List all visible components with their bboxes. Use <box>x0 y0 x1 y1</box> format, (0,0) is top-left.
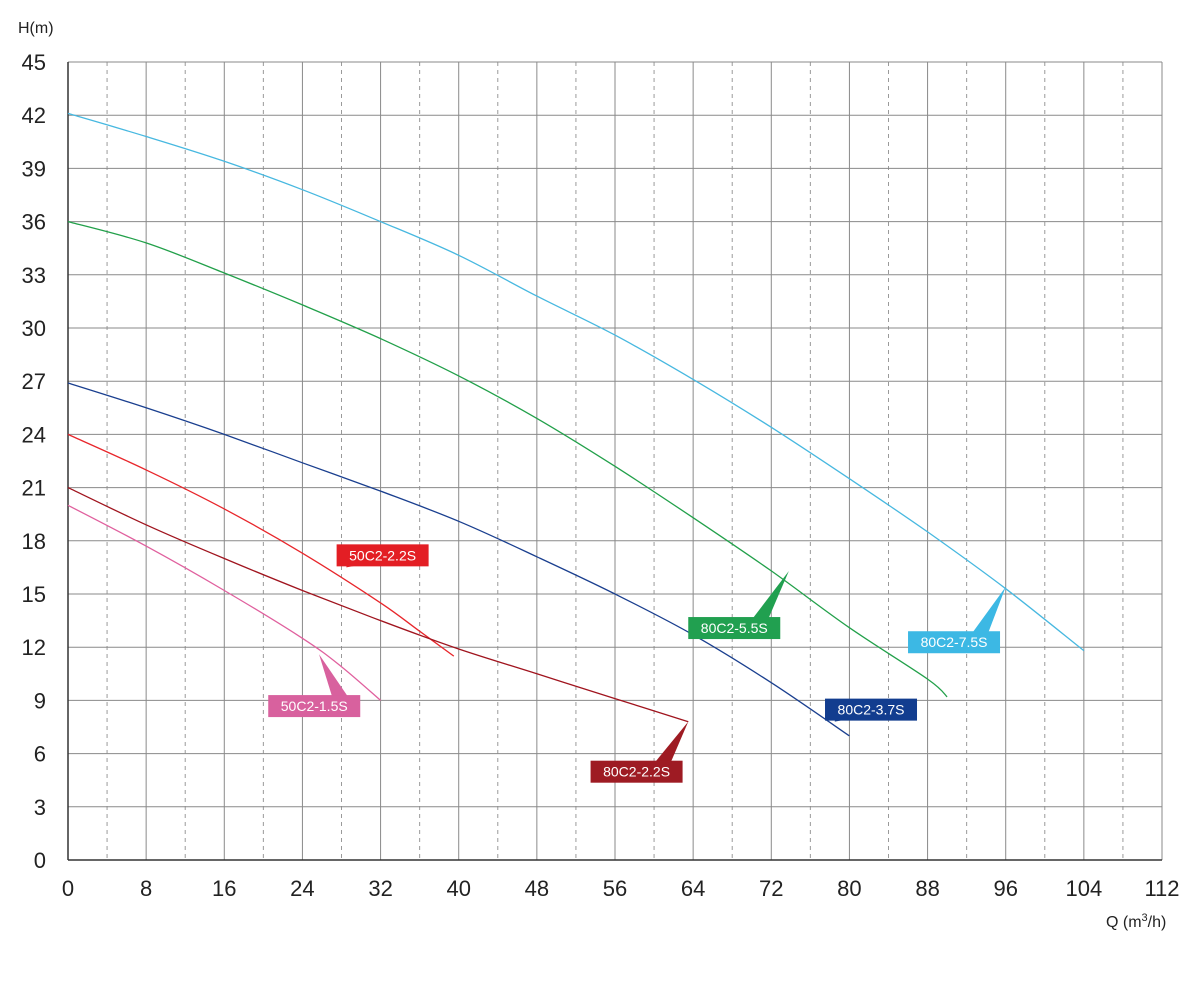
curve-label-box <box>336 544 429 567</box>
x-tick-label: 104 <box>1065 876 1102 901</box>
y-tick-label: 45 <box>22 50 46 75</box>
y-tick-label: 36 <box>22 210 46 235</box>
curve-80c2-3-7s <box>67 382 850 737</box>
x-tick-label: 8 <box>140 876 152 901</box>
curve-label-80c2-5-5s: 80C2-5.5S <box>688 570 789 640</box>
curve-label-pointer <box>752 570 789 620</box>
curve-label-text: 80C2-3.7S <box>838 702 905 718</box>
curve-50c2-2-2s <box>67 433 455 657</box>
curve-label-text: 50C2-2.2S <box>349 547 416 563</box>
y-tick-label: 0 <box>34 848 46 873</box>
curve-80c2-7-5s <box>67 112 1085 652</box>
curve-label-box <box>268 695 361 718</box>
x-tick-label: 0 <box>62 876 74 901</box>
curve-label-50c2-1-5s: 50C2-1.5S <box>268 654 361 718</box>
y-tick-label: 33 <box>22 263 46 288</box>
y-tick-label: 3 <box>34 795 46 820</box>
curve-label-80c2-2-2s: 80C2-2.2S <box>590 721 689 783</box>
y-tick-label: 24 <box>22 422 46 447</box>
x-tick-label: 16 <box>212 876 236 901</box>
x-axis-label-end: /h) <box>1148 914 1167 931</box>
x-tick-labels: 0 8 16 24 32 40 48 56 64 72 80 88 96 104 112 <box>62 876 1180 901</box>
pump-curves <box>67 112 1085 737</box>
grid <box>67 61 1163 861</box>
curve-label-text: 80C2-7.5S <box>921 634 988 650</box>
x-tick-label: 64 <box>681 876 705 901</box>
curve-label-80c2-3-7s: 80C2-3.7S <box>825 698 918 722</box>
x-tick-label: 40 <box>446 876 470 901</box>
curve-label-text: 80C2-5.5S <box>701 620 768 636</box>
x-tick-label: 48 <box>525 876 549 901</box>
curve-label-box <box>688 617 781 640</box>
y-tick-label: 42 <box>22 103 46 128</box>
y-axis-label: H(m) <box>18 20 54 37</box>
curve-label-box <box>908 631 1001 654</box>
curve-label-text: 50C2-1.5S <box>281 698 348 714</box>
curve-label-80c2-7-5s: 80C2-7.5S <box>908 586 1006 654</box>
curve-label-box <box>590 760 683 783</box>
y-tick-label: 18 <box>22 529 46 554</box>
y-tick-label: 30 <box>22 316 46 341</box>
y-tick-label: 39 <box>22 156 46 181</box>
x-tick-label: 56 <box>603 876 627 901</box>
x-tick-label: 32 <box>368 876 392 901</box>
curve-label-50c2-2-2s: 50C2-2.2S <box>336 544 429 568</box>
curve-label-box <box>825 698 918 721</box>
x-tick-label: 112 <box>1144 876 1179 901</box>
x-tick-label: 72 <box>759 876 783 901</box>
y-tick-label: 27 <box>22 369 46 394</box>
x-axis-label-sup: 3 <box>1142 912 1148 924</box>
curve-80c2-5-5s <box>67 220 948 698</box>
y-tick-label: 9 <box>34 688 46 713</box>
y-tick-label: 15 <box>22 582 46 607</box>
curve-label-pointer <box>654 721 689 763</box>
y-tick-label: 6 <box>34 742 46 767</box>
x-tick-label: 80 <box>837 876 861 901</box>
x-tick-label: 96 <box>993 876 1017 901</box>
x-axis-label: Q (m3/h) <box>1106 912 1166 931</box>
curve-label-pointer <box>319 654 349 698</box>
curve-labels: 50C2-1.5S 50C2-2.2S 80C2-2.2S 80C2-3.7S 80C2… <box>268 544 1006 783</box>
curve-50c2-1-5s <box>67 504 382 701</box>
y-tick-label: 21 <box>22 476 46 501</box>
curve-label-text: 80C2-2.2S <box>603 764 670 780</box>
curve-80c2-2-2s <box>67 487 689 723</box>
x-tick-label: 88 <box>915 876 939 901</box>
curve-label-pointer <box>972 586 1006 634</box>
x-tick-label: 24 <box>290 876 314 901</box>
x-axis-label-main: Q (m <box>1106 914 1142 931</box>
y-tick-label: 12 <box>22 635 46 660</box>
